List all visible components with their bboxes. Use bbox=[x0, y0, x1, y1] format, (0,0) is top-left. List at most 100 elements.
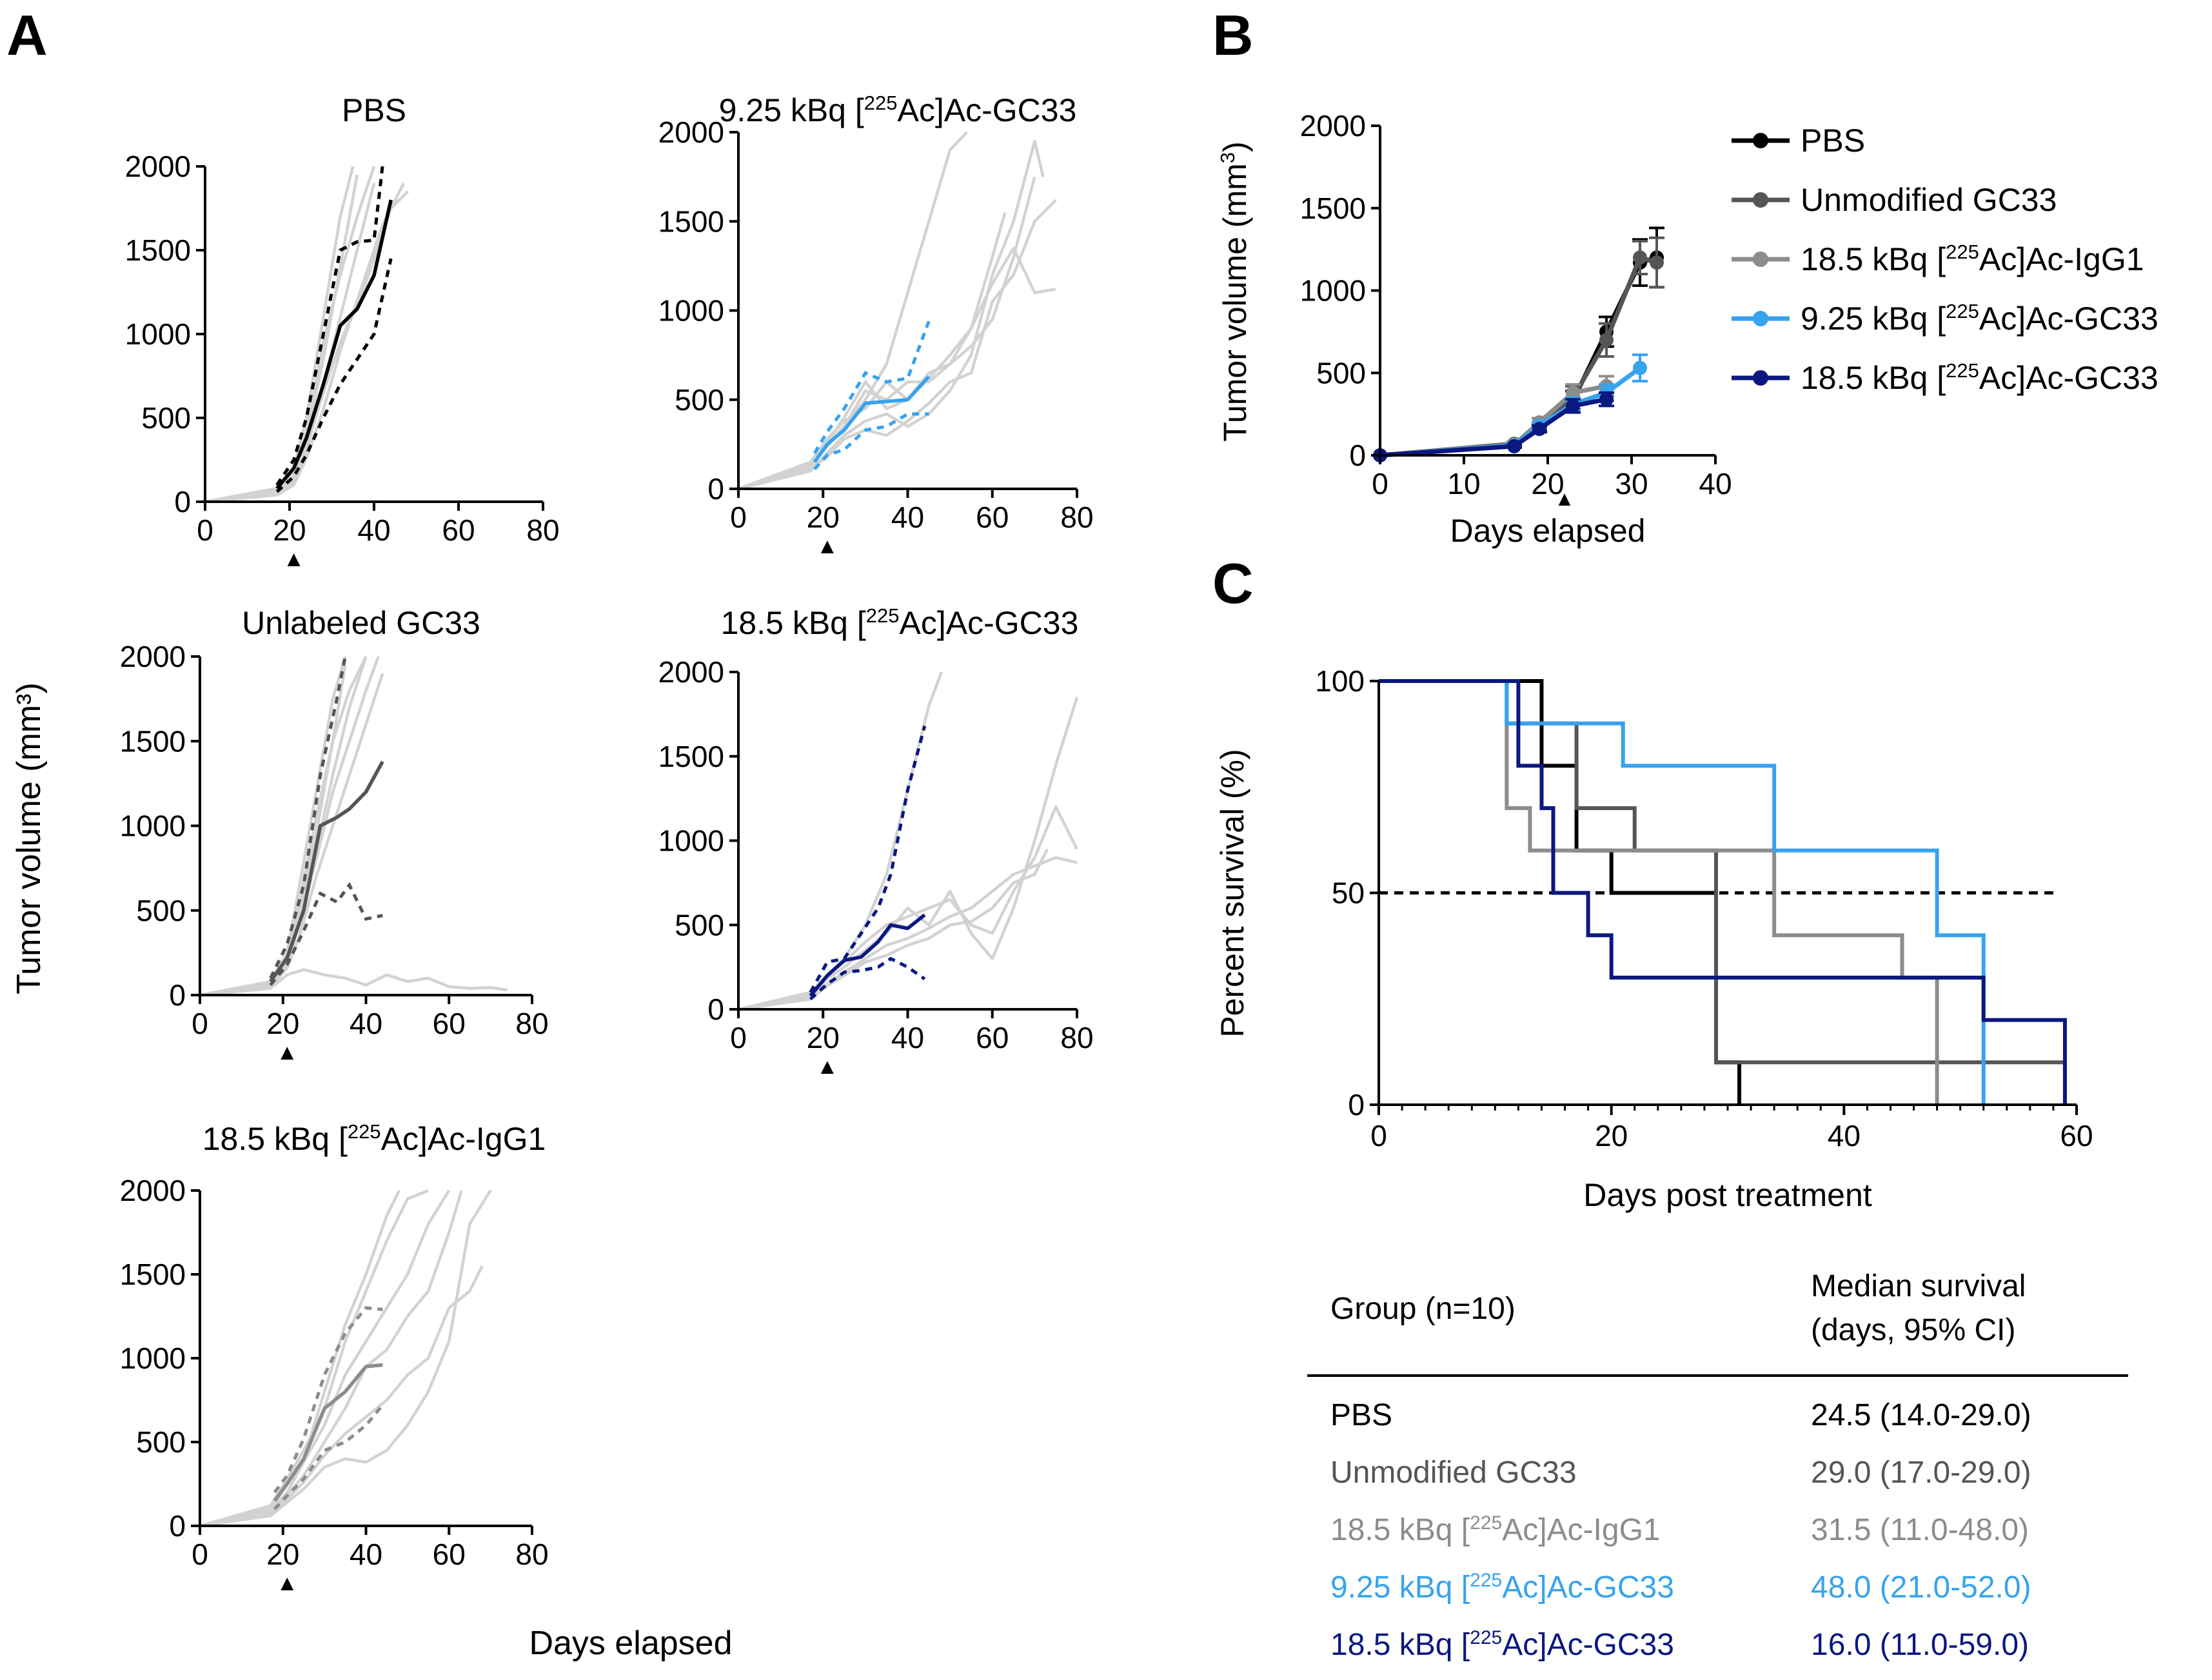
treatment-day-marker: ▲ bbox=[276, 1571, 298, 1596]
individual-trace-5 bbox=[738, 848, 1049, 1011]
table-row-group: Unmodified GC33 bbox=[1330, 1456, 1577, 1490]
y-tick-label: 2000 bbox=[120, 1174, 186, 1207]
chart-title-text: 9.25 kBq [ bbox=[719, 92, 864, 128]
y-tick-label: 2000 bbox=[1300, 109, 1366, 143]
x-tick-label: 20 bbox=[266, 1537, 299, 1571]
y-tick-label: 2000 bbox=[658, 115, 724, 149]
x-tick-label: 60 bbox=[976, 500, 1009, 534]
y-tick-label: 1500 bbox=[658, 740, 724, 773]
panel-label-b: B bbox=[1212, 3, 1254, 67]
x-tick-label: 20 bbox=[266, 1007, 299, 1040]
table-header-median-line2: (days, 95% CI) bbox=[1811, 1313, 2015, 1347]
error-band-lower bbox=[813, 412, 929, 471]
x-tick-label: 40 bbox=[350, 1007, 382, 1040]
y-tick-label: 1000 bbox=[658, 294, 724, 328]
chart-title-text: PBS bbox=[342, 92, 406, 128]
legend-label-text: 18.5 kBq [ bbox=[1801, 360, 1946, 396]
table-row-median-value: 24.5 (14.0-29.0) bbox=[1811, 1398, 2031, 1432]
x-tick-label: 40 bbox=[891, 1021, 924, 1054]
individual-trace-6 bbox=[738, 246, 1056, 491]
table-row-group-text: Unmodified GC33 bbox=[1330, 1456, 1577, 1490]
table-row-group-text: 9.25 kBq [ bbox=[1330, 1570, 1470, 1605]
individual-trace-5 bbox=[204, 182, 405, 504]
error-band-lower bbox=[273, 1404, 384, 1510]
table-row-group-text: 18.5 kBq [ bbox=[1330, 1513, 1470, 1547]
x-tick-label: 10 bbox=[1447, 467, 1480, 500]
x-tick-label: 60 bbox=[442, 513, 475, 547]
legend-item-4: 9.25 kBq [225Ac]Ac-GC33 bbox=[1732, 300, 2158, 337]
individual-trace-7 bbox=[199, 968, 508, 997]
x-tick-label: 40 bbox=[1828, 1119, 1861, 1152]
y-tick-label: 1000 bbox=[125, 317, 191, 351]
data-point bbox=[1507, 439, 1521, 453]
error-band-upper bbox=[809, 726, 927, 994]
table-row-median-value: 16.0 (11.0-59.0) bbox=[1811, 1628, 2029, 1662]
data-point bbox=[1566, 385, 1580, 400]
table-row: PBS 24.5 (14.0-29.0) bbox=[1330, 1398, 2031, 1432]
individual-trace-1 bbox=[199, 1190, 401, 1528]
individual-trace-1 bbox=[738, 671, 943, 1011]
mean-line bbox=[813, 375, 931, 464]
legend-swatch-marker bbox=[1753, 311, 1768, 326]
table-header-group: Group (n=10) bbox=[1330, 1292, 1516, 1326]
y-axis-label-superscript: 3 bbox=[1216, 152, 1239, 163]
chart-title-text-cont: Ac]Ac-IgG1 bbox=[381, 1121, 546, 1157]
x-axis-label: Days post treatment bbox=[1583, 1177, 1872, 1213]
y-tick-label: 1500 bbox=[125, 233, 191, 267]
table-header-median-line1: Median survival bbox=[1811, 1269, 2026, 1303]
legend-label-text-cont: Ac]Ac-IgG1 bbox=[1979, 241, 2144, 277]
table-row-group-text-cont: Ac]Ac-GC33 bbox=[1502, 1570, 1674, 1605]
y-tick-label: 50 bbox=[1332, 876, 1365, 910]
individual-trace-3 bbox=[738, 139, 1045, 491]
panel-a-x-axis-label: Days elapsed bbox=[529, 1625, 732, 1662]
individual-trace-4 bbox=[738, 856, 1078, 1011]
x-tick-label: 20 bbox=[273, 513, 306, 547]
chart-title-text: Unlabeled GC33 bbox=[242, 605, 480, 641]
y-tick-label: 500 bbox=[136, 894, 186, 927]
y-tick-label: 0 bbox=[169, 1509, 186, 1543]
y-tick-label: 500 bbox=[1316, 356, 1366, 390]
x-tick-label: 20 bbox=[1531, 467, 1564, 500]
y-tick-label: 1500 bbox=[120, 724, 186, 758]
individual-trace-3 bbox=[199, 656, 368, 997]
table-row-group-superscript: 225 bbox=[1470, 1627, 1502, 1648]
panel-a-y-axis-label: Tumor volume (mm³) bbox=[10, 682, 48, 994]
series-2 bbox=[1373, 236, 1664, 462]
y-tick-label: 500 bbox=[675, 383, 724, 417]
x-tick-label: 60 bbox=[976, 1021, 1009, 1054]
y-axis-label-text: Tumor volume (mm bbox=[1217, 163, 1253, 442]
chart-title-text: 18.5 kBq [ bbox=[721, 605, 866, 641]
series-line bbox=[1379, 255, 1657, 458]
y-tick-label: 0 bbox=[707, 472, 724, 506]
chart-title: 18.5 kBq [225Ac]Ac-GC33 bbox=[721, 604, 1079, 641]
x-tick-label: 20 bbox=[807, 1021, 840, 1054]
table-row-group-text: PBS bbox=[1330, 1398, 1392, 1432]
series-1 bbox=[1373, 226, 1664, 462]
legend-item-2: Unmodified GC33 bbox=[1732, 182, 2057, 218]
chart-title-superscript: 225 bbox=[864, 92, 898, 114]
y-tick-label: 0 bbox=[174, 485, 191, 519]
treatment-day-marker: ▲ bbox=[816, 1054, 838, 1079]
individual-trace-2 bbox=[738, 697, 1079, 1011]
y-tick-label: 500 bbox=[675, 908, 724, 942]
individual-trace-3 bbox=[199, 1189, 451, 1528]
individual-trace-5 bbox=[199, 656, 380, 997]
data-point bbox=[1633, 361, 1647, 375]
y-tick-label: 1000 bbox=[120, 1341, 186, 1375]
data-point bbox=[1633, 250, 1647, 265]
panel-c-survival-chart: 0 50 100 0 20 40 60 Days post treatment Percent … bbox=[1214, 664, 2093, 1213]
y-tick-label: 1500 bbox=[1300, 192, 1366, 225]
legend-label-superscript: 225 bbox=[1946, 359, 1979, 382]
x-tick-label: 80 bbox=[515, 1007, 548, 1040]
table-row: 18.5 kBq [225Ac]Ac-IgG1 31.5 (11.0-48.0) bbox=[1330, 1512, 2029, 1547]
treatment-day-marker: ▲ bbox=[283, 547, 305, 571]
individual-trace-4 bbox=[738, 176, 1036, 491]
y-tick-label: 0 bbox=[1348, 1088, 1365, 1122]
x-tick-label: 40 bbox=[357, 513, 390, 547]
legend-label-text: 18.5 kBq [ bbox=[1801, 241, 1946, 277]
chart-title: 18.5 kBq [225Ac]Ac-IgG1 bbox=[202, 1120, 546, 1157]
series-line bbox=[1379, 255, 1657, 458]
y-tick-label: 1500 bbox=[658, 204, 724, 238]
x-tick-label: 40 bbox=[350, 1537, 382, 1571]
y-tick-label: 1000 bbox=[120, 809, 186, 843]
